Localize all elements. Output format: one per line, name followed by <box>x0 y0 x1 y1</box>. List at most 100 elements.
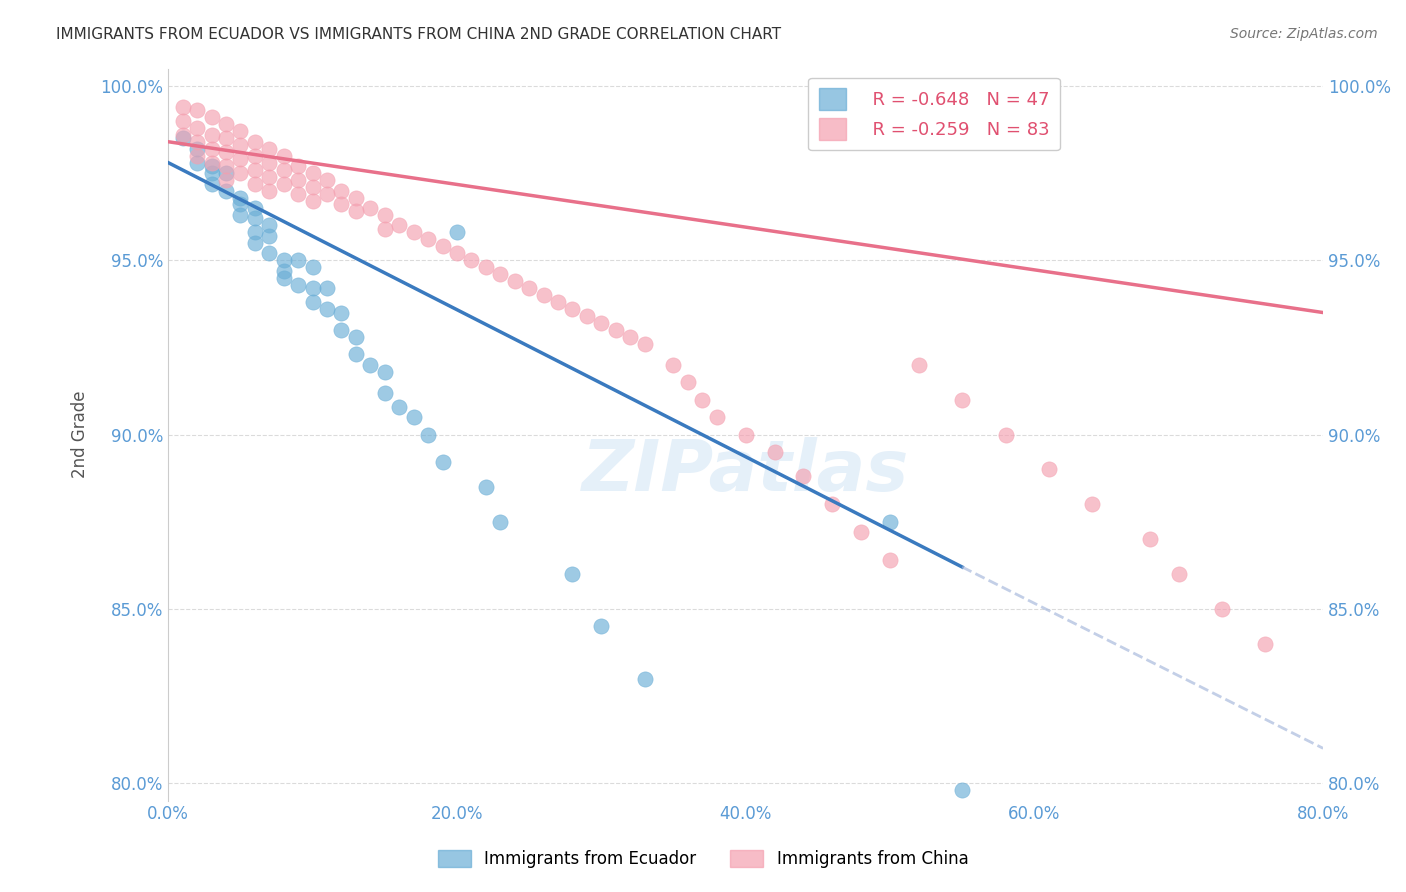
Point <box>186 120 208 135</box>
Point <box>330 197 353 211</box>
Point <box>229 208 252 222</box>
Point <box>243 149 266 163</box>
Point <box>301 194 323 208</box>
Point <box>1254 637 1277 651</box>
Point <box>402 226 425 240</box>
Point <box>416 232 439 246</box>
Point <box>215 145 238 160</box>
Point <box>215 184 238 198</box>
Point <box>994 427 1017 442</box>
Point <box>215 166 238 180</box>
Point <box>316 281 339 295</box>
Point <box>273 149 295 163</box>
Point <box>1167 567 1189 582</box>
Y-axis label: 2nd Grade: 2nd Grade <box>72 391 89 478</box>
Point <box>172 131 194 145</box>
Point <box>591 316 613 330</box>
Point <box>676 376 699 390</box>
Point <box>1139 532 1161 546</box>
Point <box>344 330 367 344</box>
Point <box>330 305 353 319</box>
Point <box>287 159 309 173</box>
Point <box>547 295 569 310</box>
Point <box>446 246 468 260</box>
Point <box>821 497 844 511</box>
Legend:   R = -0.648   N = 47,   R = -0.259   N = 83: R = -0.648 N = 47, R = -0.259 N = 83 <box>808 78 1060 151</box>
Point <box>432 455 454 469</box>
Point <box>416 427 439 442</box>
Point <box>186 142 208 156</box>
Point <box>1038 462 1060 476</box>
Point <box>633 672 655 686</box>
Point <box>388 400 411 414</box>
Point <box>200 166 222 180</box>
Point <box>200 155 222 169</box>
Point <box>259 246 281 260</box>
Point <box>344 347 367 361</box>
Point <box>344 190 367 204</box>
Point <box>591 619 613 633</box>
Point <box>186 149 208 163</box>
Point <box>259 184 281 198</box>
Text: ZIPatlas: ZIPatlas <box>582 437 910 506</box>
Point <box>879 553 901 567</box>
Point <box>186 155 208 169</box>
Point <box>374 222 396 236</box>
Point <box>517 281 540 295</box>
Point <box>706 410 728 425</box>
Point <box>259 169 281 184</box>
Point <box>301 166 323 180</box>
Point <box>172 100 194 114</box>
Point <box>432 239 454 253</box>
Point <box>374 208 396 222</box>
Point <box>446 226 468 240</box>
Point <box>374 385 396 400</box>
Point <box>662 358 685 372</box>
Point <box>259 228 281 243</box>
Point <box>489 515 512 529</box>
Point <box>215 117 238 131</box>
Point <box>215 159 238 173</box>
Point <box>489 267 512 281</box>
Point <box>215 173 238 187</box>
Point <box>561 567 583 582</box>
Point <box>1211 602 1233 616</box>
Point <box>619 330 641 344</box>
Point <box>243 135 266 149</box>
Text: IMMIGRANTS FROM ECUADOR VS IMMIGRANTS FROM CHINA 2ND GRADE CORRELATION CHART: IMMIGRANTS FROM ECUADOR VS IMMIGRANTS FR… <box>56 27 782 42</box>
Point <box>259 219 281 233</box>
Point <box>200 111 222 125</box>
Point <box>879 515 901 529</box>
Point <box>475 480 498 494</box>
Point <box>950 783 973 797</box>
Point <box>301 180 323 194</box>
Point <box>460 253 482 268</box>
Point <box>243 226 266 240</box>
Point <box>402 410 425 425</box>
Point <box>316 187 339 202</box>
Point <box>475 260 498 275</box>
Point <box>259 142 281 156</box>
Point <box>763 445 786 459</box>
Point <box>287 277 309 292</box>
Point <box>301 281 323 295</box>
Point <box>301 295 323 310</box>
Text: Source: ZipAtlas.com: Source: ZipAtlas.com <box>1230 27 1378 41</box>
Point <box>301 260 323 275</box>
Point <box>330 323 353 337</box>
Point <box>575 309 598 323</box>
Point <box>273 162 295 177</box>
Point <box>229 190 252 204</box>
Point <box>561 301 583 316</box>
Point <box>200 128 222 142</box>
Point <box>503 274 526 288</box>
Point <box>273 263 295 277</box>
Point <box>287 187 309 202</box>
Point <box>792 469 814 483</box>
Point <box>243 201 266 215</box>
Point <box>229 197 252 211</box>
Point <box>200 142 222 156</box>
Point <box>229 152 252 166</box>
Point <box>374 365 396 379</box>
Point <box>330 184 353 198</box>
